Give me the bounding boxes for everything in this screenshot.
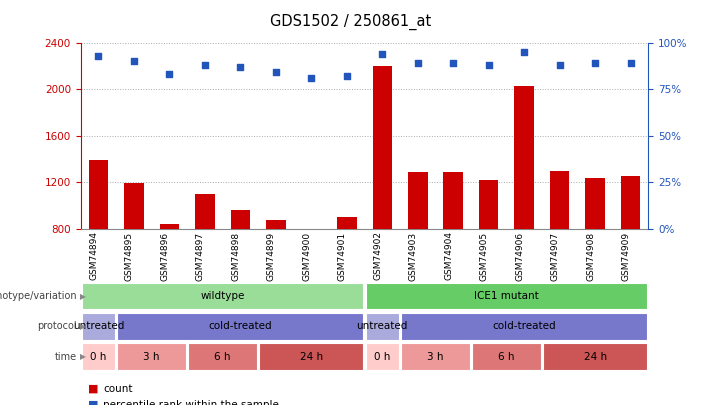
Bar <box>366 313 399 340</box>
Text: 24 h: 24 h <box>300 352 323 362</box>
Bar <box>515 85 534 229</box>
Text: GSM74906: GSM74906 <box>515 231 524 281</box>
Point <box>590 60 601 66</box>
Text: 3 h: 3 h <box>143 352 160 362</box>
Text: GSM74895: GSM74895 <box>125 231 134 281</box>
Text: 3 h: 3 h <box>427 352 444 362</box>
Point <box>270 69 281 76</box>
Text: 0 h: 0 h <box>374 352 390 362</box>
Text: protocol: protocol <box>37 322 77 331</box>
Text: ▶: ▶ <box>80 322 86 331</box>
Bar <box>124 183 144 229</box>
Bar <box>301 229 321 233</box>
Bar <box>195 194 215 229</box>
Text: GSM74898: GSM74898 <box>231 231 240 281</box>
Text: untreated: untreated <box>73 322 124 331</box>
Bar <box>231 210 250 229</box>
Text: cold-treated: cold-treated <box>208 322 272 331</box>
Text: GSM74907: GSM74907 <box>551 231 559 281</box>
Point <box>376 51 388 57</box>
Bar <box>479 180 498 229</box>
Bar <box>401 313 647 340</box>
Bar <box>366 343 399 370</box>
Text: 6 h: 6 h <box>498 352 515 362</box>
Text: GDS1502 / 250861_at: GDS1502 / 250861_at <box>270 14 431 30</box>
Text: genotype/variation: genotype/variation <box>0 291 77 301</box>
Point <box>235 64 246 70</box>
Bar <box>117 313 363 340</box>
Bar <box>408 172 428 229</box>
Text: cold-treated: cold-treated <box>492 322 556 331</box>
Bar <box>259 343 363 370</box>
Bar <box>188 343 257 370</box>
Point <box>554 62 565 68</box>
Bar <box>337 217 357 229</box>
Bar <box>543 343 647 370</box>
Text: GSM74894: GSM74894 <box>89 231 98 280</box>
Point <box>93 52 104 59</box>
Text: ▶: ▶ <box>80 352 86 361</box>
Bar <box>621 176 641 229</box>
Text: time: time <box>55 352 77 362</box>
Bar <box>550 171 569 229</box>
Text: ▶: ▶ <box>80 292 86 301</box>
Bar <box>82 283 363 309</box>
Point <box>519 49 530 55</box>
Point <box>625 60 637 66</box>
Text: count: count <box>103 384 132 394</box>
Bar <box>444 172 463 229</box>
Text: GSM74909: GSM74909 <box>622 231 631 281</box>
Point <box>341 73 353 79</box>
Text: ICE1 mutant: ICE1 mutant <box>474 291 539 301</box>
Bar <box>82 313 115 340</box>
Text: ■: ■ <box>88 384 98 394</box>
Point <box>448 60 459 66</box>
Bar <box>266 220 285 229</box>
Text: GSM74908: GSM74908 <box>586 231 595 281</box>
Point <box>128 58 139 64</box>
Text: GSM74905: GSM74905 <box>479 231 489 281</box>
Text: GSM74896: GSM74896 <box>161 231 170 281</box>
Bar <box>366 283 647 309</box>
Bar <box>401 343 470 370</box>
Text: GSM74903: GSM74903 <box>409 231 418 281</box>
Text: GSM74899: GSM74899 <box>267 231 275 281</box>
Text: GSM74904: GSM74904 <box>444 231 454 280</box>
Text: percentile rank within the sample: percentile rank within the sample <box>103 400 279 405</box>
Bar <box>82 343 115 370</box>
Bar <box>88 160 108 229</box>
Text: ■: ■ <box>88 400 98 405</box>
Point <box>199 62 210 68</box>
Text: 6 h: 6 h <box>215 352 231 362</box>
Text: 24 h: 24 h <box>584 352 607 362</box>
Text: untreated: untreated <box>357 322 408 331</box>
Text: GSM74902: GSM74902 <box>373 231 382 280</box>
Text: GSM74901: GSM74901 <box>338 231 347 281</box>
Point <box>483 62 494 68</box>
Text: wildtype: wildtype <box>200 291 245 301</box>
Bar <box>117 343 186 370</box>
Point <box>412 60 423 66</box>
Bar <box>585 178 605 229</box>
Text: 0 h: 0 h <box>90 352 107 362</box>
Bar <box>160 224 179 229</box>
Point <box>306 75 317 81</box>
Bar <box>372 66 392 229</box>
Text: GSM74900: GSM74900 <box>302 231 311 281</box>
Text: GSM74897: GSM74897 <box>196 231 205 281</box>
Point <box>164 71 175 77</box>
Bar <box>472 343 541 370</box>
